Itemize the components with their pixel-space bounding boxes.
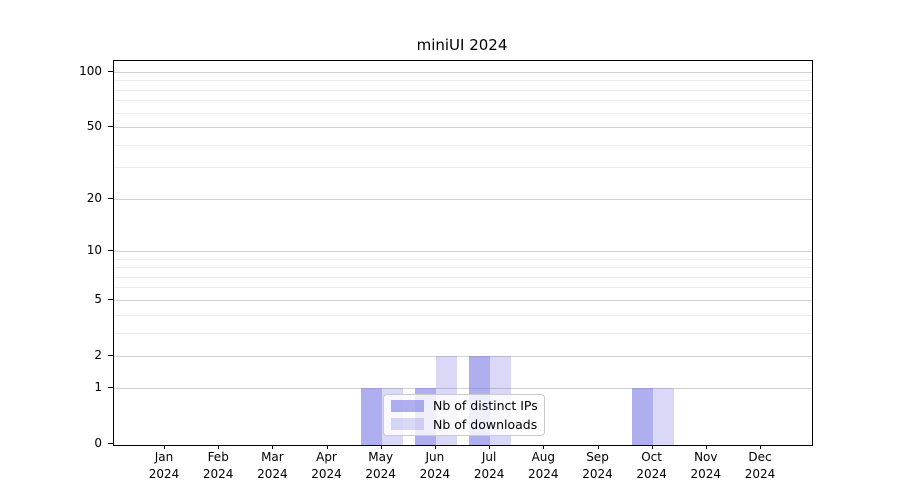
y-tick-label-5: 5 bbox=[94, 291, 102, 306]
bar-nb-of-downloads-oct bbox=[652, 388, 674, 445]
grid-line-major-50 bbox=[114, 127, 812, 129]
x-tick-jun bbox=[434, 445, 436, 449]
x-tick-label-nov: Nov 2024 bbox=[690, 450, 722, 481]
legend-swatch-downloads bbox=[391, 418, 424, 431]
grid-line-minor-80 bbox=[114, 89, 812, 91]
x-tick-mar bbox=[272, 445, 274, 449]
x-tick-apr bbox=[326, 445, 328, 449]
x-tick-dec bbox=[760, 445, 761, 449]
grid-line-minor-9 bbox=[114, 258, 812, 260]
x-tick-label-aug: Aug 2024 bbox=[528, 450, 559, 481]
legend-label-downloads: Nb of downloads bbox=[433, 416, 538, 432]
grid-line-minor-7 bbox=[114, 276, 812, 278]
bar-nb-of-distinct-ips-oct bbox=[631, 388, 653, 445]
grid-line-major-1 bbox=[114, 388, 812, 390]
x-tick-label-sep: Sep 2024 bbox=[582, 450, 613, 481]
x-tick-label-oct: Oct 2024 bbox=[636, 450, 667, 481]
y-tick-0 bbox=[108, 443, 113, 445]
y-tick-5 bbox=[108, 298, 113, 300]
grid-line-major-100 bbox=[114, 72, 812, 73]
legend-swatch-distinct-ips bbox=[391, 399, 424, 412]
grid-line-minor-70 bbox=[114, 100, 812, 102]
y-tick-label-100: 100 bbox=[79, 64, 102, 78]
grid-line-major-20 bbox=[114, 198, 812, 200]
grid-line-minor-4 bbox=[114, 314, 812, 316]
grid-line-minor-30 bbox=[114, 167, 812, 169]
y-tick-2 bbox=[108, 354, 113, 356]
chart-title: miniUI 2024 bbox=[416, 36, 508, 54]
x-tick-jul bbox=[489, 445, 491, 449]
grid-line-minor-8 bbox=[114, 267, 812, 269]
x-tick-may bbox=[380, 445, 382, 449]
y-tick-100 bbox=[108, 71, 113, 72]
legend-label-distinct-ips: Nb of distinct IPs bbox=[433, 398, 538, 414]
y-tick-10 bbox=[108, 249, 113, 251]
grid-line-minor-90 bbox=[114, 80, 812, 82]
x-tick-label-may: May 2024 bbox=[365, 450, 396, 481]
grid-line-minor-6 bbox=[114, 287, 812, 289]
grid-line-major-2 bbox=[114, 355, 812, 357]
legend: Nb of distinct IPs Nb of downloads bbox=[383, 394, 545, 436]
legend-item-downloads: Nb of downloads bbox=[391, 417, 537, 433]
x-tick-label-feb: Feb 2024 bbox=[202, 450, 234, 481]
x-tick-feb bbox=[218, 445, 220, 449]
y-tick-label-20: 20 bbox=[86, 190, 102, 205]
grid-line-major-10 bbox=[114, 250, 812, 252]
x-tick-aug bbox=[543, 445, 545, 449]
plot-area bbox=[113, 60, 813, 446]
legend-item-distinct-ips: Nb of distinct IPs bbox=[391, 398, 538, 414]
grid-line-minor-3 bbox=[114, 332, 812, 334]
x-tick-jan bbox=[164, 445, 165, 449]
y-tick-1 bbox=[108, 387, 113, 389]
y-tick-label-0: 0 bbox=[94, 436, 102, 451]
x-tick-label-dec: Dec 2024 bbox=[744, 450, 776, 481]
x-tick-label-mar: Mar 2024 bbox=[257, 450, 288, 481]
grid-line-major-5 bbox=[114, 299, 812, 301]
x-tick-label-apr: Apr 2024 bbox=[311, 450, 342, 481]
x-tick-sep bbox=[597, 445, 599, 449]
grid-line-minor-60 bbox=[114, 112, 812, 114]
x-tick-nov bbox=[705, 445, 707, 449]
y-tick-label-10: 10 bbox=[86, 242, 102, 257]
x-tick-label-jan: Jan 2024 bbox=[148, 450, 180, 481]
x-tick-label-jul: Jul 2024 bbox=[473, 450, 505, 481]
y-tick-50 bbox=[108, 126, 113, 128]
bar-nb-of-distinct-ips-may bbox=[360, 388, 382, 445]
y-tick-label-50: 50 bbox=[86, 119, 102, 134]
y-tick-label-2: 2 bbox=[94, 347, 102, 362]
x-tick-oct bbox=[651, 445, 653, 449]
grid-line-minor-40 bbox=[114, 144, 812, 146]
y-tick-20 bbox=[108, 197, 113, 199]
x-tick-label-jun: Jun 2024 bbox=[419, 450, 451, 481]
y-tick-label-1: 1 bbox=[94, 380, 102, 395]
